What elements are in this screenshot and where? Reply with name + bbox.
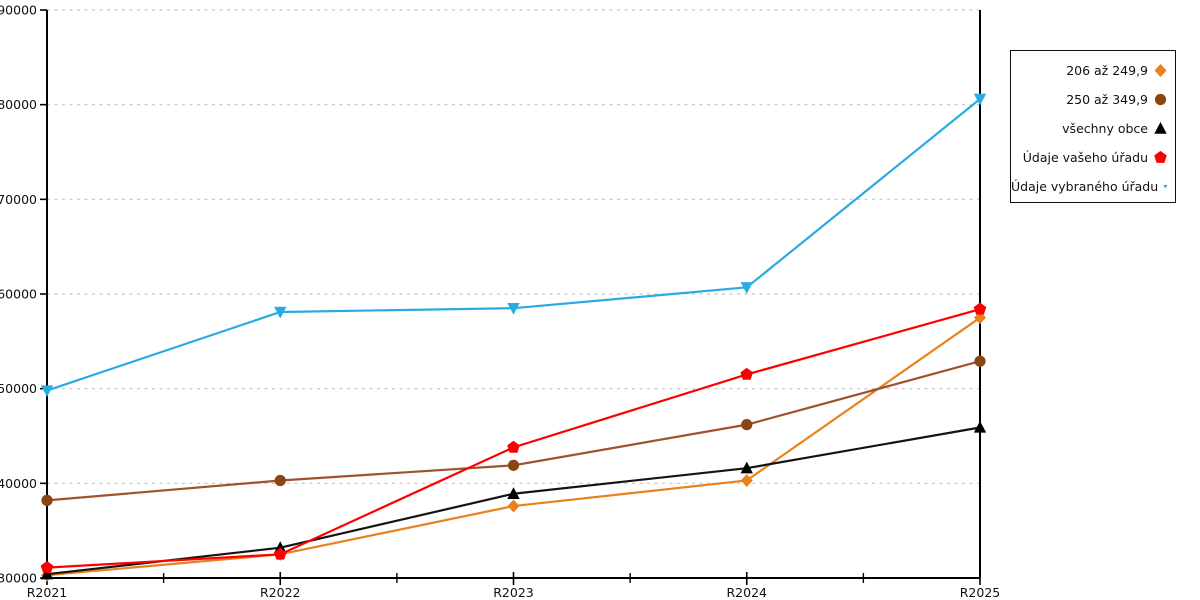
series-1 [41, 355, 986, 506]
y-tick-label: 50000 [0, 381, 37, 396]
legend-item-label: Údaje vašeho úřadu [1022, 150, 1148, 165]
series-marker [507, 459, 520, 471]
x-tick-label: R2025 [960, 585, 1001, 600]
y-tick-label: 60000 [0, 287, 37, 302]
x-tick-label: R2023 [493, 585, 534, 600]
x-tick-label: R2021 [27, 585, 68, 600]
series-marker [973, 302, 987, 315]
legend-item: Údaje vybraného úřadu [1011, 172, 1175, 201]
series-marker [973, 93, 987, 106]
circle-legend-icon [1154, 93, 1167, 106]
y-tick-label: 40000 [0, 476, 37, 491]
series-line [46, 360, 981, 502]
series-marker [740, 473, 753, 487]
y-tick-label: 80000 [0, 97, 37, 112]
legend-item-label: všechny obce [1062, 121, 1148, 136]
series-3 [40, 302, 987, 573]
series-marker [507, 440, 520, 453]
series-line [46, 98, 981, 392]
series-4 [40, 93, 987, 398]
series-2 [40, 420, 987, 580]
series-marker [974, 355, 986, 367]
legend-item: všechny obce [1011, 114, 1175, 143]
x-tick-label: R2022 [260, 585, 301, 600]
pentagon-icon [1154, 150, 1167, 163]
series-marker [273, 547, 287, 560]
series-marker [274, 474, 286, 487]
series-marker [40, 567, 54, 580]
triangle-down-legend-icon [1163, 184, 1168, 189]
pentagon-legend-icon [1154, 150, 1167, 163]
series-marker [740, 282, 753, 294]
triangle-down-icon [1163, 184, 1168, 189]
x-tick-label: R2024 [727, 585, 768, 600]
legend-item: Údaje vašeho úřadu [1011, 143, 1175, 172]
series-marker [507, 499, 520, 513]
series-marker [40, 385, 54, 398]
legend-item-label: Údaje vybraného úřadu [1011, 179, 1159, 194]
series-marker [740, 367, 754, 380]
diamond-icon [1154, 64, 1167, 77]
series-marker [40, 560, 54, 573]
legend-item: 250 až 349,9 [1011, 85, 1175, 114]
legend-item: 206 až 249,9 [1011, 56, 1175, 85]
chart-legend: 206 až 249,9 250 až 349,9 všechny obce Údaj… [1010, 50, 1176, 203]
series-marker [740, 461, 753, 474]
y-tick-label: 30000 [0, 571, 37, 586]
y-tick-label: 90000 [0, 3, 37, 18]
series-marker [741, 419, 753, 431]
series-marker [973, 420, 987, 433]
series-marker [507, 303, 520, 315]
y-tick-label: 70000 [0, 192, 37, 207]
series-marker [274, 306, 287, 319]
series-marker [41, 494, 53, 506]
series-line [46, 308, 981, 569]
triangle-up-icon [1154, 122, 1167, 134]
triangle-up-legend-icon [1154, 122, 1167, 134]
series-marker [507, 487, 520, 499]
legend-item-label: 206 až 249,9 [1066, 63, 1148, 78]
legend-item-label: 250 až 349,9 [1066, 92, 1148, 107]
circle-icon [1154, 93, 1167, 106]
diamond-legend-icon [1154, 64, 1167, 77]
